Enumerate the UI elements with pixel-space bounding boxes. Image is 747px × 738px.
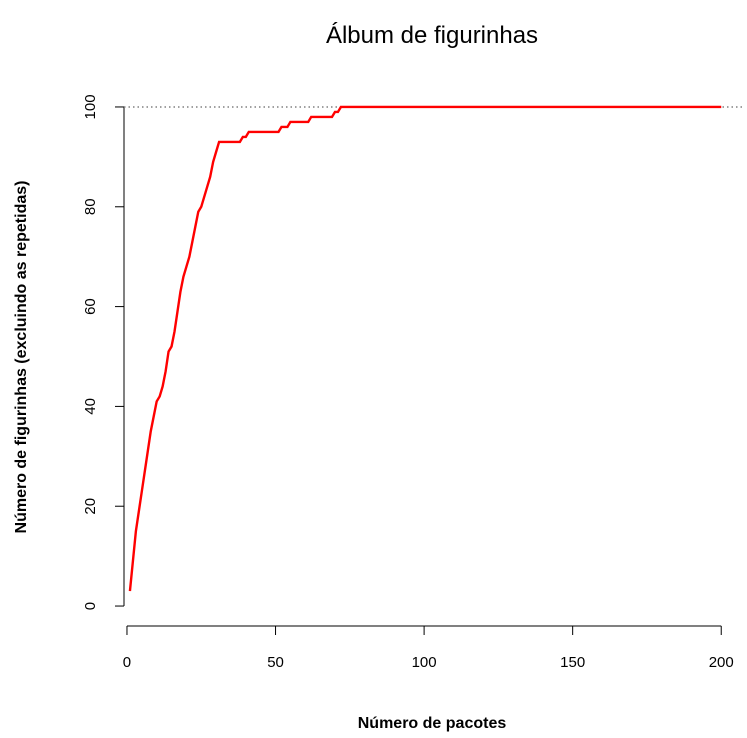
chart-title: Álbum de figurinhas bbox=[326, 22, 538, 49]
y-tick-label: 100 bbox=[82, 94, 99, 119]
x-tick-label: 100 bbox=[412, 654, 437, 671]
plot-series bbox=[128, 105, 722, 592]
y-tick-label: 20 bbox=[82, 498, 99, 515]
series-line bbox=[128, 105, 722, 592]
x-tick-label: 50 bbox=[267, 654, 284, 671]
y-tick-label: 40 bbox=[82, 398, 99, 415]
x-tick-label: 0 bbox=[123, 654, 131, 671]
y-axis: 0 20 40 60 80 100 bbox=[82, 94, 125, 610]
x-tick-label: 200 bbox=[709, 654, 734, 671]
y-tick-label: 60 bbox=[82, 298, 99, 315]
y-tick-label: 80 bbox=[82, 198, 99, 215]
y-axis-label: Número de figurinhas (excluindo as repet… bbox=[13, 181, 30, 534]
x-axis: 0 50 100 150 200 bbox=[123, 625, 734, 671]
x-tick-label: 150 bbox=[560, 654, 585, 671]
x-axis-label: Número de pacotes bbox=[358, 715, 507, 732]
y-tick-label: 0 bbox=[82, 602, 99, 610]
